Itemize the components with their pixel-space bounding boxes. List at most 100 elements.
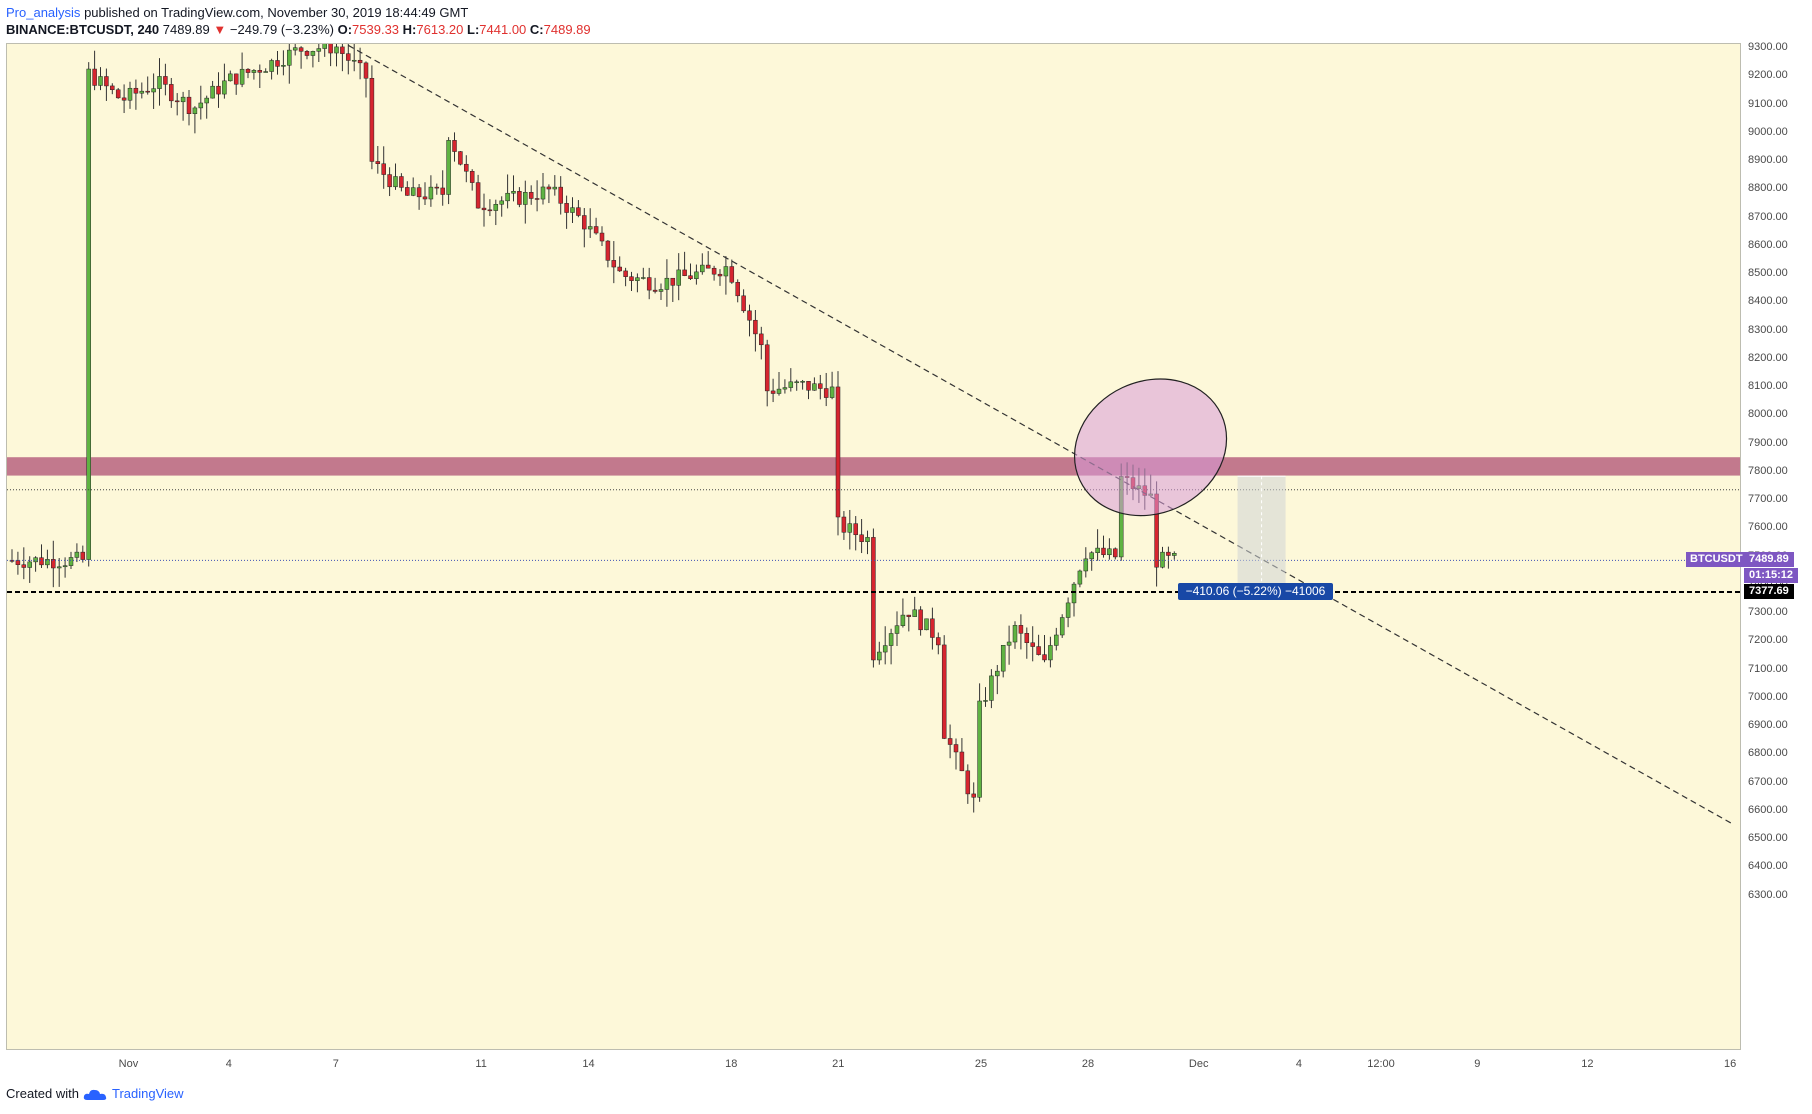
bull-candle [523,192,528,205]
bull-candle [977,700,982,798]
bear-candle [169,84,174,102]
bull-candle [316,48,322,52]
time-tick-label: 25 [974,1058,988,1070]
bear-candle [582,215,587,230]
bear-candle [145,90,150,93]
bull-candle [263,71,268,73]
publish-line: Pro_analysis published on TradingView.co… [6,4,591,21]
bull-candle [446,140,451,195]
bull-candle [239,68,245,85]
bull-candle [74,551,80,558]
bull-candle [1059,617,1065,636]
price-tick-label: 6900.00 [1748,719,1788,731]
bear-candle [971,793,976,798]
bear-candle [564,203,569,213]
bear-candle [941,644,947,739]
time-tick-label: 14 [582,1058,595,1070]
bear-candle [853,523,858,536]
chart-pane[interactable]: −410.06 (−5.22%) −41006 [6,43,1741,1050]
bull-candle [1065,602,1071,618]
bear-candle [617,266,622,272]
bull-candle [322,44,327,49]
bull-candle [1000,645,1006,672]
bear-candle [599,232,605,242]
candlestick-chart[interactable] [7,44,1741,1050]
created-with-text: Created with [6,1086,79,1101]
symbol-label: BINANCE:BTCUSDT, 240 [6,22,160,37]
bear-candle [729,266,735,283]
bull-candle [924,618,929,631]
bear-candle [469,171,475,183]
bear-candle [871,537,876,661]
price-change: −249.79 (−3.23%) [229,22,334,37]
bear-candle [1030,642,1035,647]
bear-candle [753,319,758,335]
bull-candle [1172,553,1177,556]
bear-candle [245,68,251,73]
bear-candle [688,275,693,279]
bear-candle [770,390,776,394]
bull-candle [1077,570,1083,585]
last-price: 7489.89 [162,22,210,37]
low-value: 7441.00 [479,22,527,37]
bear-candle [747,310,752,321]
bull-candle [1054,634,1059,646]
bear-candle [623,270,628,277]
bull-candle [210,85,215,99]
bear-candle [328,44,333,54]
bull-candle [45,559,50,566]
time-tick-label: 9 [1474,1058,1481,1070]
bull-candle [192,107,198,114]
footer: Created with TradingView [6,1086,184,1102]
bear-candle [346,53,351,61]
bear-candle [304,51,310,56]
bear-candle [357,59,363,64]
time-tick-label: 18 [725,1058,738,1070]
bull-candle [776,388,782,394]
price-tick-label: 8300.00 [1748,323,1788,336]
price-tick-label: 7200.00 [1748,634,1788,647]
time-tick-label: 7 [332,1058,339,1070]
bear-candle [576,207,581,216]
symbol-line: BINANCE:BTCUSDT, 240 7489.89 ▼ −249.79 (… [6,21,591,38]
close-label: C: [529,22,544,37]
price-tick-label: 6600.00 [1748,803,1788,816]
bear-candle [735,281,740,297]
price-tick-label: 6700.00 [1748,775,1788,788]
bull-candle [1048,645,1053,661]
price-axis[interactable]: 9300.00 9200.00 9100.00 9000.00 8900.00 8800.… [1742,41,1812,1050]
bear-candle [174,100,180,103]
bear-candle [80,551,86,560]
time-axis[interactable]: Nov 4 7 11 14 18 21 25 28 Dec 4 12:00 9 12 16 [6,1051,1741,1079]
bear-candle [593,226,599,234]
bear-candle [104,76,109,87]
last-price-tag: 7489.89 [1744,552,1794,568]
time-tick-label: 16 [1724,1058,1737,1070]
price-tick-label: 9000.00 [1748,125,1788,138]
level-price-tag: 7377.69 [1744,584,1794,600]
tradingview-link[interactable]: TradingView [112,1086,184,1101]
bull-candle [1083,558,1089,572]
price-tick-label: 8600.00 [1748,238,1788,251]
bear-candle [682,269,687,276]
open-value: 7539.33 [352,22,400,37]
chart-header: Pro_analysis published on TradingView.co… [6,4,591,38]
price-tick-label: 7900.00 [1748,436,1788,449]
bull-candle [877,651,882,661]
bear-candle [818,383,823,389]
author-link[interactable]: Pro_analysis [6,5,81,20]
bear-candle [717,273,723,277]
time-tick-label: Nov [118,1058,139,1070]
bull-candle [180,96,186,103]
bear-candle [1024,633,1030,643]
bear-candle [611,260,617,268]
bear-candle [859,534,864,542]
price-tick-label: 6500.00 [1748,832,1788,844]
bull-candle [635,277,640,281]
resistance-zone [7,457,1740,476]
bear-candle [528,192,534,199]
close-value: 7489.89 [543,22,591,37]
bull-candle [989,675,994,701]
bull-candle [723,266,729,277]
bear-candle [15,560,21,565]
